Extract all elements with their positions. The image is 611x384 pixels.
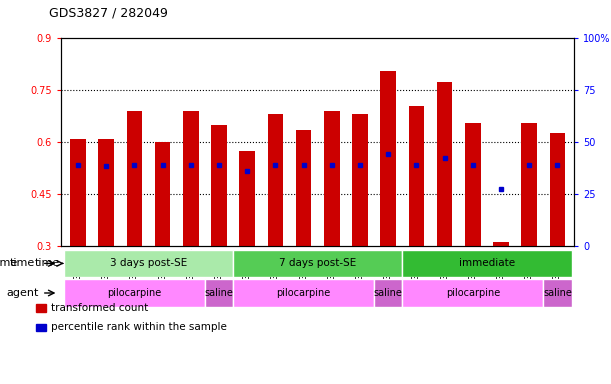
Bar — [240, 151, 255, 246]
Bar — [437, 82, 452, 246]
Text: time: time — [34, 258, 60, 268]
Bar — [381, 71, 396, 246]
Bar — [521, 123, 537, 246]
Bar — [233, 279, 374, 307]
Text: immediate: immediate — [459, 258, 515, 268]
Bar — [493, 242, 509, 246]
Bar — [36, 324, 46, 331]
Bar — [296, 130, 312, 246]
Bar — [126, 111, 142, 246]
Bar — [543, 279, 571, 307]
Text: pilocarpine: pilocarpine — [277, 288, 331, 298]
Bar — [233, 250, 402, 277]
Text: time: time — [0, 258, 18, 268]
Bar — [402, 250, 571, 277]
Text: saline: saline — [205, 288, 233, 298]
Text: percentile rank within the sample: percentile rank within the sample — [51, 323, 227, 333]
Text: pilocarpine: pilocarpine — [445, 288, 500, 298]
Text: pilocarpine: pilocarpine — [108, 288, 161, 298]
Bar — [465, 123, 481, 246]
Bar — [211, 125, 227, 246]
Bar — [550, 134, 565, 246]
Bar — [402, 279, 543, 307]
Text: time: time — [10, 258, 35, 268]
Bar — [98, 139, 114, 246]
Text: saline: saline — [374, 288, 403, 298]
Bar — [36, 304, 46, 312]
Bar — [155, 142, 170, 246]
Bar — [70, 139, 86, 246]
Text: GDS3827 / 282049: GDS3827 / 282049 — [49, 6, 168, 19]
Bar — [353, 114, 368, 246]
Text: saline: saline — [543, 288, 572, 298]
Bar — [183, 111, 199, 246]
Text: transformed count: transformed count — [51, 303, 148, 313]
Text: agent: agent — [7, 288, 38, 298]
Text: 3 days post-SE: 3 days post-SE — [110, 258, 187, 268]
Bar — [374, 279, 402, 307]
Text: 7 days post-SE: 7 days post-SE — [279, 258, 356, 268]
Bar — [324, 111, 340, 246]
Bar — [64, 250, 233, 277]
Bar — [64, 279, 205, 307]
Bar — [205, 279, 233, 307]
Bar — [409, 106, 424, 246]
Bar — [268, 114, 283, 246]
